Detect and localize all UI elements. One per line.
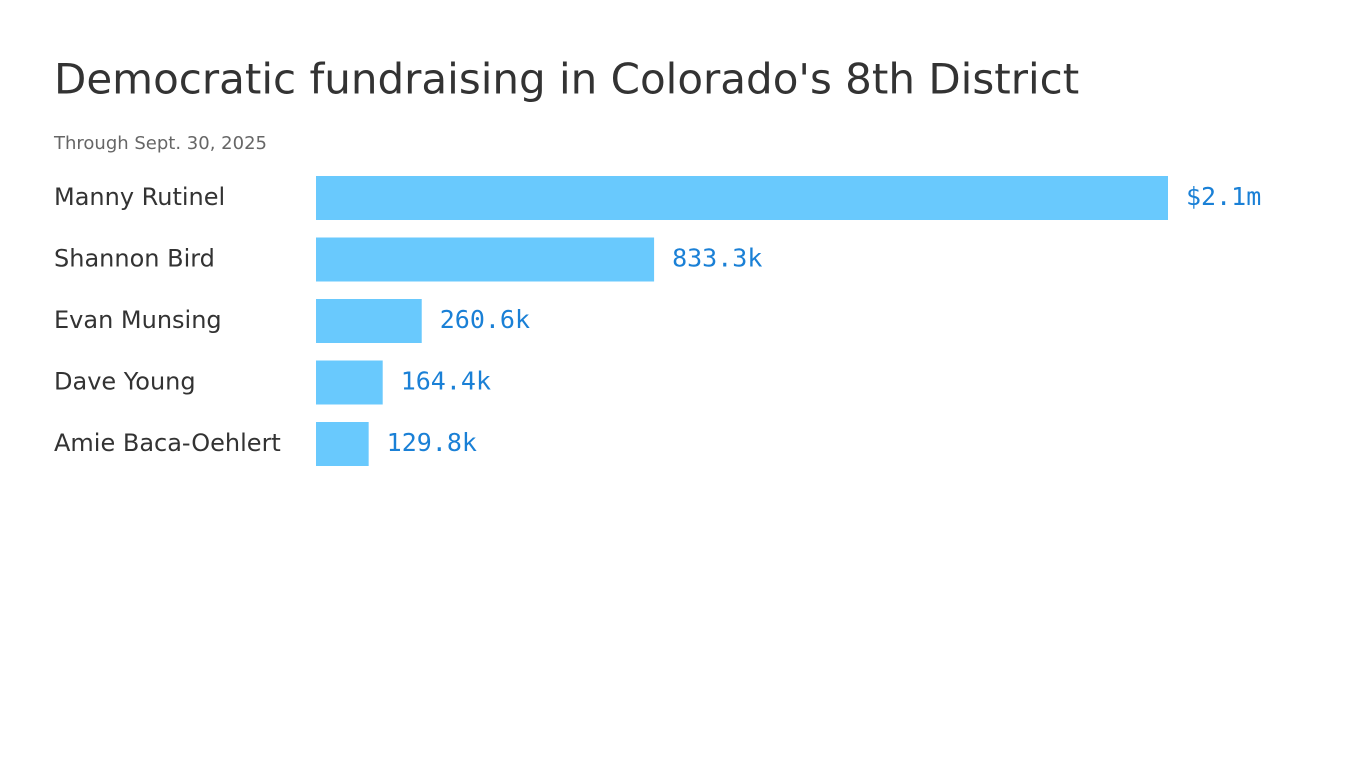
value-label: $2.1m xyxy=(1186,182,1261,211)
category-label: Dave Young xyxy=(54,368,196,396)
chart-subtitle: Through Sept. 30, 2025 xyxy=(53,133,267,154)
bar xyxy=(316,237,655,282)
category-label: Amie Baca-Oehlert xyxy=(54,429,281,457)
bar xyxy=(316,299,422,343)
category-label: Shannon Bird xyxy=(54,245,215,273)
chart-title: Democratic fundraising in Colorado's 8th… xyxy=(54,55,1079,104)
bar xyxy=(316,176,1168,220)
category-label: Manny Rutinel xyxy=(54,183,225,211)
value-label: 833.3k xyxy=(672,244,762,273)
value-label: 164.4k xyxy=(401,367,491,396)
bar xyxy=(316,360,383,405)
value-label: 129.8k xyxy=(387,428,477,457)
category-label: Evan Munsing xyxy=(54,306,222,334)
value-label: 260.6k xyxy=(440,305,530,334)
bar xyxy=(316,422,369,466)
